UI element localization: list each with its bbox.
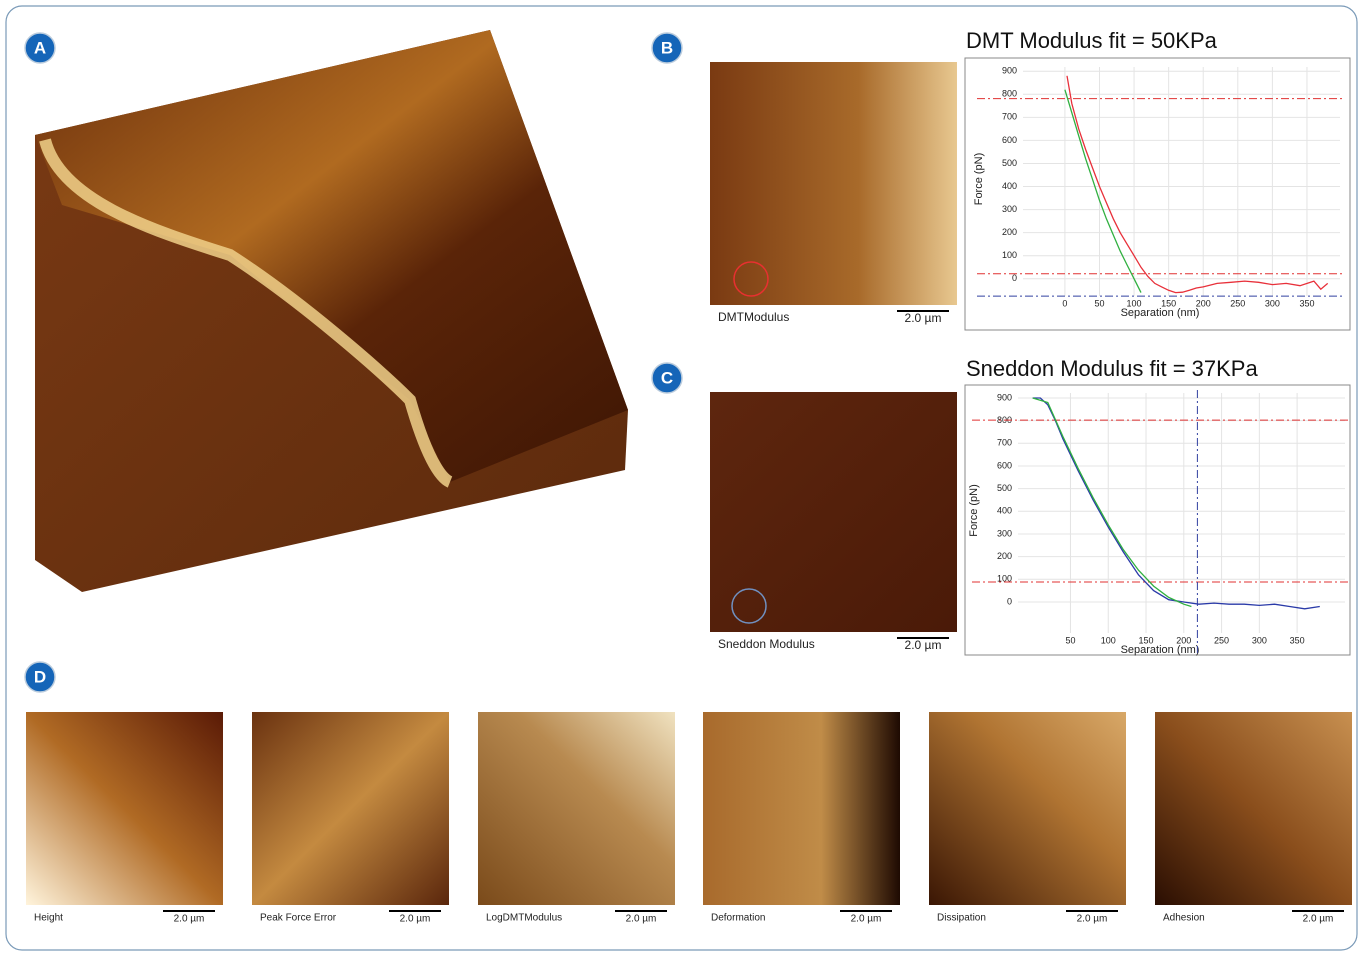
panel-label: C	[661, 368, 673, 387]
image-caption: Peak Force Error	[260, 913, 337, 924]
y-tick-label: 500	[997, 483, 1012, 493]
y-tick-label: 700	[1002, 112, 1017, 122]
y-tick-label: 400	[997, 506, 1012, 516]
scale-label: 2.0 µm	[626, 914, 657, 925]
logdmt-image	[478, 712, 675, 905]
panel-label: B	[661, 38, 673, 57]
scale-label: 2.0 µm	[1303, 914, 1334, 925]
x-tick-label: 0	[1062, 298, 1067, 308]
y-tick-label: 900	[1002, 66, 1017, 76]
image-caption: Dissipation	[937, 913, 986, 924]
chart-frame	[965, 385, 1350, 655]
scale-label: 2.0 µm	[851, 914, 882, 925]
y-tick-label: 100	[1002, 250, 1017, 260]
image-caption: LogDMTModulus	[486, 913, 562, 924]
adhesion-image	[1155, 712, 1352, 905]
y-tick-label: 500	[1002, 158, 1017, 168]
d-images	[26, 712, 1352, 905]
y-tick-label: 600	[1002, 135, 1017, 145]
image-caption: DMTModulus	[718, 310, 789, 324]
y-tick-label: 200	[997, 551, 1012, 561]
y-tick-label: 0	[1012, 273, 1017, 283]
image-caption: Adhesion	[1163, 913, 1205, 924]
scale-label: 2.0 µm	[1077, 914, 1108, 925]
x-tick-label: 50	[1094, 298, 1104, 308]
x-tick-label: 250	[1214, 635, 1229, 645]
x-axis-label: Separation (nm)	[1121, 644, 1200, 656]
panel-a-image	[35, 30, 628, 592]
y-tick-label: 300	[997, 528, 1012, 538]
y-tick-label: 0	[1007, 596, 1012, 606]
panel-label: D	[34, 667, 46, 686]
image-caption: Sneddon Modulus	[718, 637, 815, 651]
scale-label: 2.0 µm	[905, 311, 942, 325]
x-tick-label: 100	[1101, 635, 1116, 645]
scale-label: 2.0 µm	[400, 914, 431, 925]
height-image	[26, 712, 223, 905]
image-caption: Deformation	[711, 913, 765, 924]
y-tick-label: 400	[1002, 181, 1017, 191]
panel-label: A	[34, 38, 46, 57]
x-tick-label: 250	[1230, 298, 1245, 308]
figure: A B C D DMTModulus 2.0 µm Sneddon Modulus 2.0 µ…	[0, 0, 1363, 956]
deformation-image	[703, 712, 900, 905]
y-tick-label: 200	[1002, 227, 1017, 237]
x-tick-label: 350	[1290, 635, 1305, 645]
y-tick-label: 300	[1002, 204, 1017, 214]
chart-title: DMT Modulus fit = 50KPa	[966, 28, 1218, 53]
x-tick-label: 50	[1065, 635, 1075, 645]
y-tick-label: 900	[997, 392, 1012, 402]
dmt-image	[710, 62, 957, 305]
x-tick-label: 300	[1265, 298, 1280, 308]
x-tick-label: 350	[1299, 298, 1314, 308]
sneddon-image	[710, 392, 957, 632]
x-axis-label: Separation (nm)	[1121, 307, 1200, 319]
y-tick-label: 600	[997, 460, 1012, 470]
scale-label: 2.0 µm	[905, 638, 942, 652]
y-tick-label: 800	[1002, 89, 1017, 99]
scale-label: 2.0 µm	[174, 914, 205, 925]
chart-title: Sneddon Modulus fit = 37KPa	[966, 356, 1258, 381]
y-tick-label: 700	[997, 438, 1012, 448]
x-tick-label: 300	[1252, 635, 1267, 645]
pfe-image	[252, 712, 449, 905]
image-caption: Height	[34, 913, 63, 924]
dissipation-image	[929, 712, 1126, 905]
y-axis-label: Force (pN)	[973, 153, 985, 206]
y-axis-label: Force (pN)	[968, 484, 980, 537]
